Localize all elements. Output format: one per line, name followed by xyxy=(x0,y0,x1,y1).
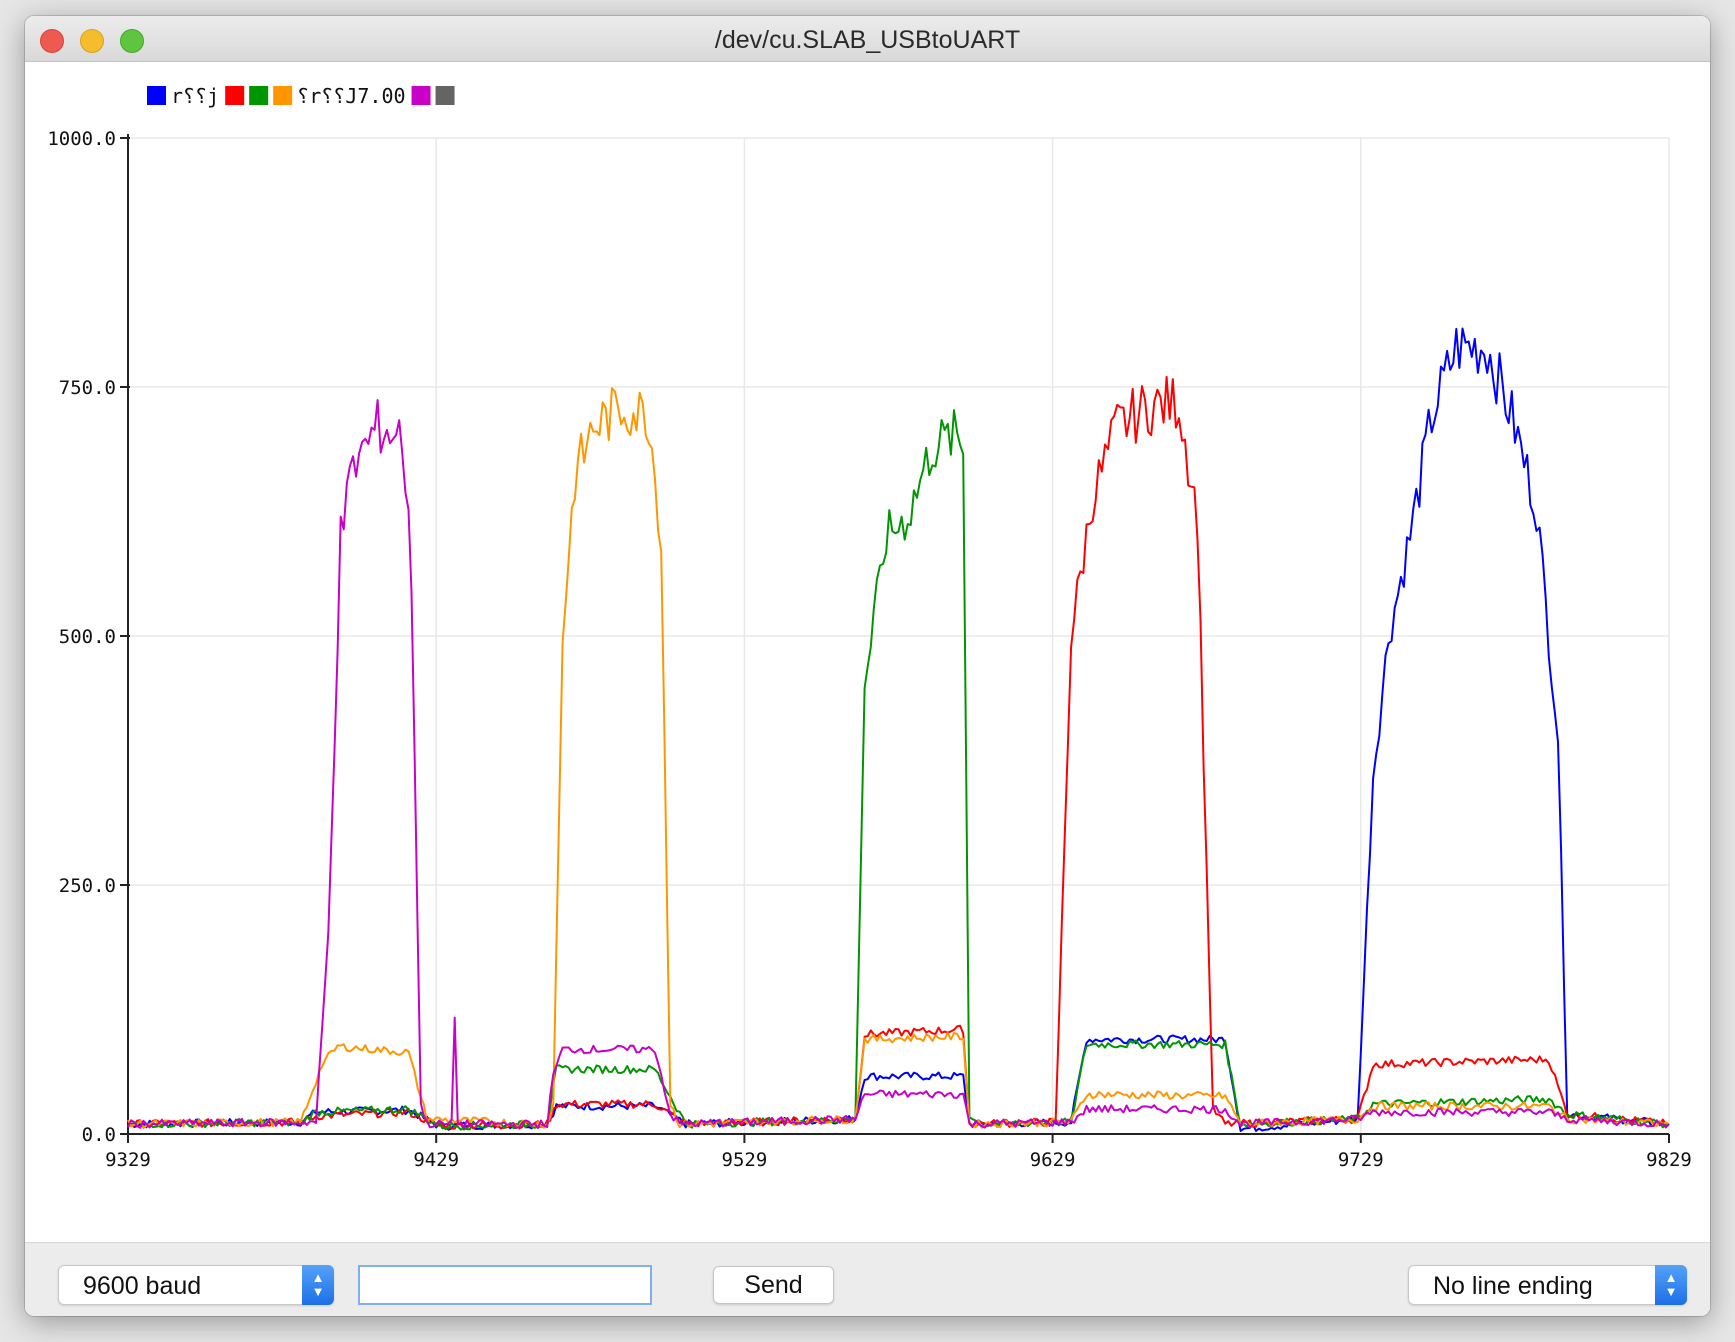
legend-swatch xyxy=(411,86,431,105)
y-tick-label: 250.0 xyxy=(59,875,116,897)
serial-input-field[interactable] xyxy=(358,1265,652,1305)
legend-swatch xyxy=(225,86,245,105)
window-title: /dev/cu.SLAB_USBtoUART xyxy=(714,26,1021,54)
legend-swatch xyxy=(435,86,455,105)
x-tick-label: 9729 xyxy=(1338,1149,1384,1171)
x-tick-label: 9429 xyxy=(413,1149,459,1171)
line-ending-select[interactable]: No line ending ▲ ▼ xyxy=(1408,1265,1687,1305)
series-line-2 xyxy=(127,409,1670,1131)
y-tick-label: 1000.0 xyxy=(47,128,116,150)
y-tick-label: 0.0 xyxy=(82,1124,116,1146)
series-line-0 xyxy=(127,327,1670,1132)
x-tick-label: 9529 xyxy=(722,1149,768,1171)
x-tick-label: 9829 xyxy=(1646,1149,1692,1171)
y-tick-label: 500.0 xyxy=(59,626,116,648)
legend-swatch xyxy=(273,86,293,105)
chevron-up-down-icon: ▲ ▼ xyxy=(302,1265,334,1305)
zoom-window-button[interactable] xyxy=(120,29,144,53)
plot-area: r⸮⸮j ⸮r⸮⸮J7.00 0.0 250.0 500.0 750.0 1000.0 93… xyxy=(25,62,1710,1242)
legend-label: ⸮r⸮⸮J7.00 xyxy=(297,84,405,108)
baud-rate-label: 9600 baud xyxy=(83,1272,202,1300)
serial-plot-chart: r⸮⸮j ⸮r⸮⸮J7.00 0.0 250.0 500.0 750.0 1000.0 93… xyxy=(47,84,1692,1171)
series-lines xyxy=(127,327,1670,1132)
send-button[interactable]: Send xyxy=(713,1266,834,1304)
title-bar: /dev/cu.SLAB_USBtoUART xyxy=(25,16,1710,62)
series-line-4 xyxy=(127,399,1670,1129)
axes: 0.0 250.0 500.0 750.0 1000.0 9329 9429 9529 9629… xyxy=(47,128,1692,1171)
series-line-3 xyxy=(127,387,1670,1129)
serial-plotter-window: /dev/cu.SLAB_USBtoUART r⸮⸮j ⸮r⸮⸮J7.00 0.0… xyxy=(25,16,1710,1316)
grid xyxy=(127,137,1670,1135)
legend: r⸮⸮j ⸮r⸮⸮J7.00 xyxy=(147,84,455,108)
x-tick-label: 9329 xyxy=(105,1149,151,1171)
baud-rate-select[interactable]: 9600 baud ▲ ▼ xyxy=(58,1265,334,1305)
minimize-window-button[interactable] xyxy=(80,29,104,53)
legend-swatch xyxy=(249,86,269,105)
close-window-button[interactable] xyxy=(40,29,64,53)
line-ending-label: No line ending xyxy=(1433,1272,1593,1300)
x-tick-label: 9629 xyxy=(1030,1149,1076,1171)
series-line-1 xyxy=(127,375,1669,1131)
y-tick-label: 750.0 xyxy=(59,377,116,399)
bottom-toolbar: 9600 baud ▲ ▼ Send No line ending ▲ ▼ xyxy=(25,1242,1710,1316)
legend-swatch xyxy=(147,86,166,105)
legend-label: r⸮⸮j xyxy=(171,84,219,108)
chevron-up-down-icon: ▲ ▼ xyxy=(1655,1265,1687,1305)
